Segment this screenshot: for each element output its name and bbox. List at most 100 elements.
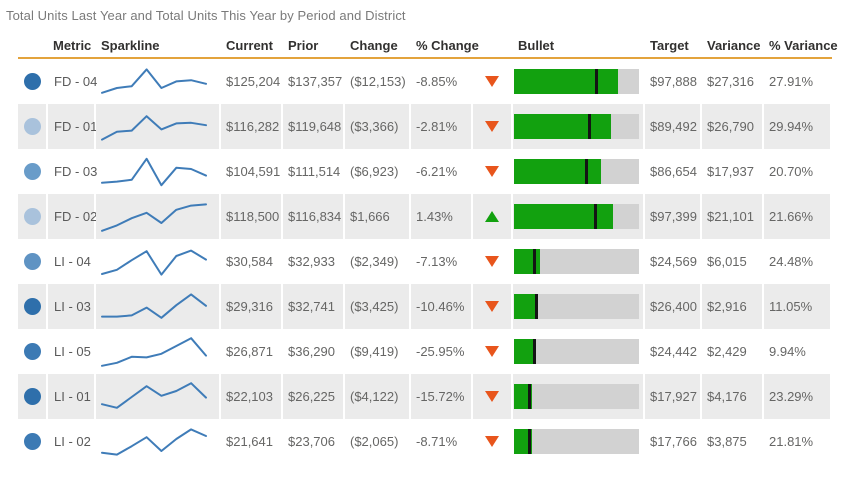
change-value: ($4,122): [345, 374, 411, 419]
table-row[interactable]: FD - 01 $116,282 $119,648 ($3,366) -2.81…: [18, 104, 832, 149]
pct-variance-value: 23.29%: [764, 374, 832, 419]
bullet-chart: [513, 104, 645, 149]
bullet-track: [514, 114, 639, 139]
prior-value: $32,741: [283, 284, 345, 329]
table-visual: Total Units Last Year and Total Units Th…: [6, 8, 838, 464]
metric-label: FD - 04: [48, 59, 97, 104]
pct-change-value: -8.85%: [411, 59, 473, 104]
column-header-bullet[interactable]: Bullet: [518, 37, 555, 53]
trend-arrow-icon: [473, 419, 513, 464]
metric-label: LI - 05: [48, 329, 96, 374]
column-header-current[interactable]: Current: [226, 37, 273, 53]
pct-variance-value: 11.05%: [764, 284, 832, 329]
trend-arrow-icon: [473, 239, 513, 284]
variance-value: $21,101: [702, 194, 764, 239]
table-row[interactable]: FD - 04 $125,204 $137,357 ($12,153) -8.8…: [18, 59, 832, 104]
current-value: $21,641: [221, 419, 283, 464]
triangle-down-icon: [485, 391, 499, 402]
metric-dot-cell: [18, 239, 48, 284]
target-value: $17,927: [645, 374, 702, 419]
prior-value: $119,648: [283, 104, 345, 149]
trend-arrow-icon: [473, 149, 513, 194]
bullet-target-marker: [594, 69, 598, 94]
column-header-pct-change[interactable]: % Change: [416, 37, 479, 53]
bullet-track: [514, 384, 639, 409]
variance-value: $4,176: [702, 374, 764, 419]
target-value: $89,492: [645, 104, 702, 149]
current-value: $116,282: [221, 104, 283, 149]
pct-variance-value: 21.81%: [764, 419, 832, 464]
trend-arrow-icon: [473, 284, 513, 329]
table-row[interactable]: FD - 02 $118,500 $116,834 $1,666 1.43% $…: [18, 194, 832, 239]
sparkline-chart: [96, 374, 221, 419]
variance-value: $26,790: [702, 104, 764, 149]
pct-change-value: -8.71%: [411, 419, 473, 464]
sparkline-chart: [96, 329, 221, 374]
triangle-down-icon: [485, 301, 499, 312]
triangle-up-icon: [485, 211, 499, 222]
table-header-row: Metric Sparkline Current Prior Change % …: [18, 33, 838, 59]
sparkline-chart: [96, 149, 221, 194]
column-header-prior[interactable]: Prior: [288, 37, 319, 53]
target-value: $86,654: [645, 149, 702, 194]
metric-label: FD - 02: [48, 194, 97, 239]
prior-value: $111,514: [283, 149, 345, 194]
pct-change-value: -7.13%: [411, 239, 473, 284]
table-row[interactable]: FD - 03 $104,591 $111,514 ($6,923) -6.21…: [18, 149, 832, 194]
metric-dot-cell: [18, 374, 48, 419]
metric-label: LI - 01: [48, 374, 96, 419]
target-value: $24,569: [645, 239, 702, 284]
pct-change-value: -6.21%: [411, 149, 473, 194]
current-value: $118,500: [221, 194, 283, 239]
triangle-down-icon: [485, 121, 499, 132]
table-row[interactable]: LI - 05 $26,871 $36,290 ($9,419) -25.95%…: [18, 329, 832, 374]
column-header-variance[interactable]: Variance: [707, 37, 761, 53]
triangle-down-icon: [485, 346, 499, 357]
bullet-target-marker: [527, 429, 531, 454]
pct-change-value: -2.81%: [411, 104, 473, 149]
trend-arrow-icon: [473, 59, 513, 104]
bullet-target-marker: [594, 204, 598, 229]
change-value: ($2,349): [345, 239, 411, 284]
bullet-target-marker: [587, 114, 591, 139]
metric-dot-icon: [23, 118, 41, 135]
change-value: ($3,425): [345, 284, 411, 329]
pct-change-value: -25.95%: [411, 329, 473, 374]
visual-title: Total Units Last Year and Total Units Th…: [6, 8, 406, 23]
metric-dot-cell: [18, 104, 48, 149]
metric-label: LI - 03: [48, 284, 96, 329]
table-row[interactable]: LI - 04 $30,584 $32,933 ($2,349) -7.13% …: [18, 239, 832, 284]
sparkline-chart: [96, 104, 221, 149]
prior-value: $23,706: [283, 419, 345, 464]
bullet-bar: [514, 384, 533, 409]
column-header-metric[interactable]: Metric: [53, 37, 92, 53]
triangle-down-icon: [485, 436, 499, 447]
column-header-change[interactable]: Change: [350, 37, 398, 53]
bullet-track: [514, 159, 639, 184]
current-value: $125,204: [221, 59, 283, 104]
variance-value: $3,875: [702, 419, 764, 464]
bullet-chart: [513, 194, 645, 239]
variance-value: $6,015: [702, 239, 764, 284]
column-header-sparkline[interactable]: Sparkline: [101, 37, 160, 53]
bullet-chart: [513, 374, 645, 419]
bullet-track: [514, 204, 639, 229]
metric-label: LI - 04: [48, 239, 96, 284]
table-row[interactable]: LI - 03 $29,316 $32,741 ($3,425) -10.46%…: [18, 284, 832, 329]
bullet-chart: [513, 419, 645, 464]
bullet-target-marker: [533, 249, 537, 274]
metric-dot-icon: [23, 433, 41, 450]
column-header-pct-variance[interactable]: % Variance: [769, 37, 838, 53]
bullet-track: [514, 339, 639, 364]
metric-dot-icon: [23, 298, 41, 315]
column-header-target[interactable]: Target: [650, 37, 689, 53]
current-value: $29,316: [221, 284, 283, 329]
sparkline-chart: [96, 59, 221, 104]
bullet-target-marker: [585, 159, 589, 184]
table-row[interactable]: LI - 01 $22,103 $26,225 ($4,122) -15.72%…: [18, 374, 832, 419]
trend-arrow-icon: [473, 194, 513, 239]
table-row[interactable]: LI - 02 $21,641 $23,706 ($2,065) -8.71% …: [18, 419, 832, 464]
change-value: ($6,923): [345, 149, 411, 194]
metric-dot-icon: [23, 343, 41, 360]
table-body: FD - 04 $125,204 $137,357 ($12,153) -8.8…: [18, 59, 832, 464]
